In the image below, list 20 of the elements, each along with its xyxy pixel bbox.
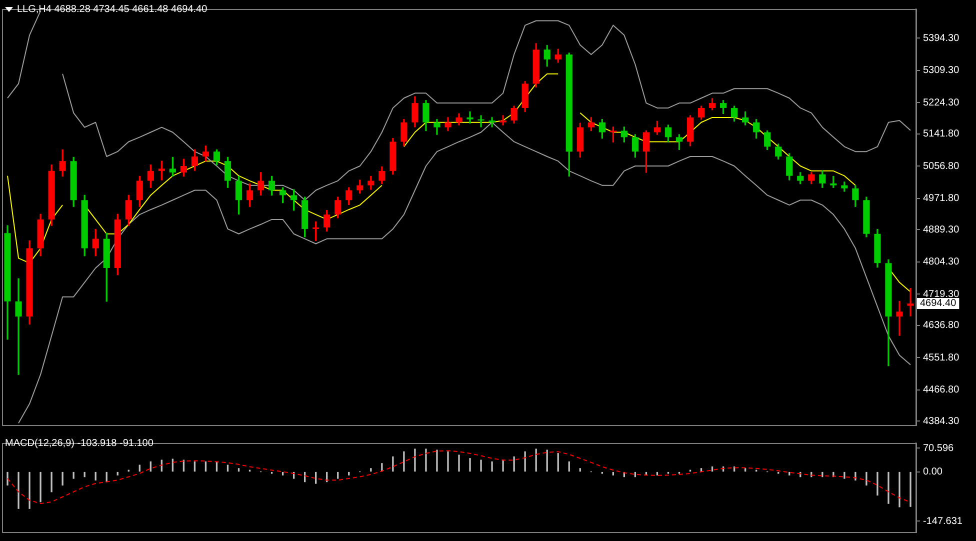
y-tick-label: 5394.30	[923, 32, 960, 44]
chart-title: LLG,H4 4688.28 4734.45 4661.48 4694.40	[17, 4, 208, 15]
y-tick-label: 0.00	[923, 466, 943, 478]
y-tick-label: 5224.30	[923, 97, 960, 108]
text: 4694.40	[920, 298, 957, 310]
y-tick-label: 4889.30	[923, 224, 960, 236]
line-series	[7, 450, 911, 504]
y-tick-label: 5141.80	[923, 128, 960, 140]
y-tick-label: 4551.80	[923, 352, 960, 364]
y-tick-label: 4384.30	[923, 416, 960, 427]
y-tick-label: -147.631	[923, 516, 963, 527]
y-tick-label: 70.596	[923, 442, 954, 454]
y-tick-label: 5056.80	[923, 160, 960, 172]
y-tick-label: 4466.80	[923, 384, 960, 396]
y-tick-label: 4636.80	[923, 320, 960, 332]
y-tick-label: 4719.30	[923, 288, 960, 300]
y-tick-label: 4804.30	[923, 256, 960, 268]
chart-title: MACD(12,26,9) -103.918 -91.100	[5, 438, 154, 449]
y-tick-label: 4971.80	[923, 193, 960, 204]
y-tick-label: 5309.30	[923, 65, 960, 76]
